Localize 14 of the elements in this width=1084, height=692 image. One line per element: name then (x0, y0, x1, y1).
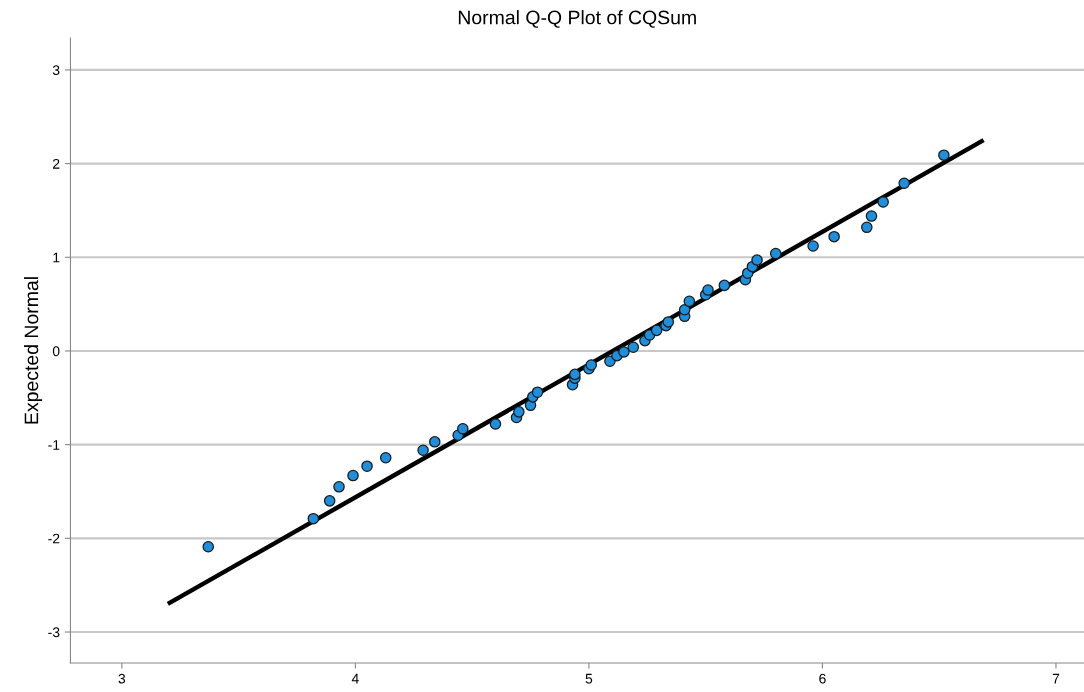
x-tick-label: 3 (118, 673, 126, 684)
x-tick-label: 4 (351, 673, 359, 684)
y-tick-label: -2 (48, 533, 60, 544)
y-tick-label: -1 (48, 440, 60, 450)
y-tick-label: 2 (53, 158, 60, 169)
y-tick-label: 3 (52, 65, 60, 76)
y-tick-label: 1 (53, 252, 60, 263)
y-tick-label: -3 (48, 627, 60, 638)
x-tick-label: 5 (585, 673, 593, 684)
chart-title: Normal Q-Q Plot of CQSum (458, 10, 696, 28)
x-tick-label: 6 (819, 673, 826, 684)
y-tick-label: 0 (52, 346, 60, 357)
y-axis-title: Expected Normal (24, 277, 43, 424)
x-tick-label: 7 (1052, 673, 1060, 684)
